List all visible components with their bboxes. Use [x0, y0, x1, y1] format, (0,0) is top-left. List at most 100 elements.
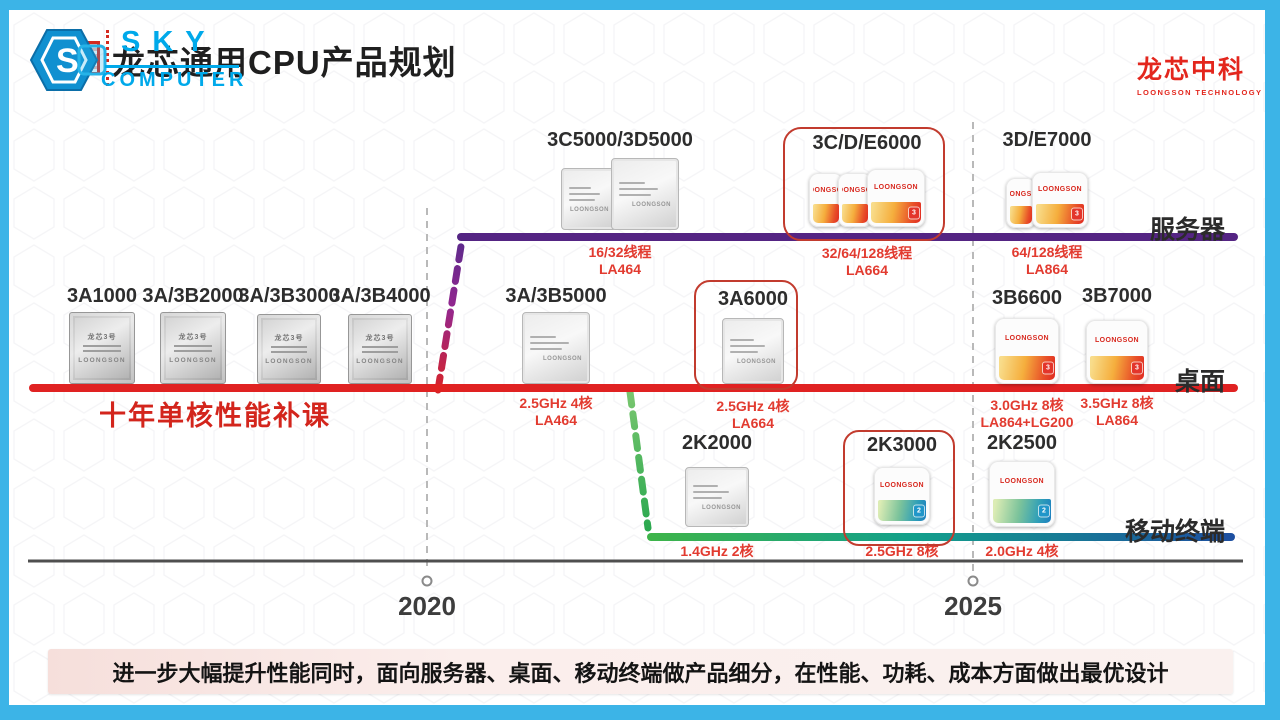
chip-images: LOONGSON LOONGSON 3 — [1006, 152, 1088, 228]
product-group-3b7000: 3B7000 LOONGSON 3 3.5GHz 8核 LA864 — [1047, 284, 1187, 429]
chip-images: LOONGSON — [722, 311, 784, 384]
chip-images: LOONGSON 2 — [874, 457, 930, 525]
chip-images: LOONGSON 3 — [1086, 308, 1148, 384]
chip-wave: 2 — [878, 500, 926, 521]
vendor-name-en: LOONGSON TECHNOLOGY — [1137, 88, 1263, 97]
chip-images: 龙芯3号 LOONGSON — [69, 308, 135, 384]
chip-brand: LOONGSON — [265, 358, 313, 365]
cpu-chip: LOONGSON 2 — [874, 467, 930, 525]
chip-wave: 3 — [999, 355, 1055, 380]
spec-line: 2.5GHz 8核 — [865, 543, 939, 559]
cpu-chip: LOONGSON — [722, 318, 784, 384]
chip-images: LOONGSON 3 — [995, 310, 1059, 384]
chip-brand: LOONGSON — [631, 202, 671, 208]
chip-badge: 3 — [1132, 362, 1142, 374]
watermark-underline — [105, 65, 239, 68]
product-name: 3A/3B5000 — [505, 285, 607, 307]
product-group-3a3b3000: 3A/3B3000 龙芯3号 LOONGSON — [214, 284, 364, 384]
product-group-3cde6000: 3C/D/E6000 LOONGSON LOONGSON LOONGSON 3 … — [792, 131, 942, 279]
spec-line: 1.4GHz 2核 — [680, 543, 754, 559]
product-group-3c5000-3d5000: 3C5000/3D5000 LOONGSON LOONGSON 16/32线程 … — [530, 128, 710, 278]
cpu-chip: LOONGSON 3 — [995, 318, 1059, 384]
svg-text:S: S — [56, 42, 79, 80]
chip-wave: 2 — [993, 498, 1051, 523]
chip-images: LOONGSON — [685, 455, 749, 527]
spec-line: LA864 — [1095, 412, 1139, 428]
cpu-chip: 龙芯3号 LOONGSON — [257, 314, 321, 384]
chip-badge: 3 — [1072, 208, 1082, 220]
spec-line: 16/32线程 — [588, 244, 652, 260]
cpu-chip: LOONGSON — [1006, 178, 1036, 228]
cpu-chip: LOONGSON — [838, 173, 872, 227]
chip-images: 龙芯3号 LOONGSON — [257, 308, 321, 384]
chip-brand: LOONGSON — [1010, 190, 1032, 198]
product-name: 3A/3B4000 — [329, 285, 431, 307]
product-name: 3A/3B3000 — [238, 285, 340, 307]
product-group-3a3b2000: 3A/3B2000 龙芯3号 LOONGSON — [118, 284, 268, 384]
product-group-3a3b5000: 3A/3B5000 LOONGSON 2.5GHz 4核 LA464 — [476, 284, 636, 429]
product-group-3a6000: 3A6000 LOONGSON 2.5GHz 4核 LA664 — [683, 287, 823, 432]
product-group-3de7000: 3D/E7000 LOONGSON LOONGSON 3 64/128线程 LA… — [972, 128, 1122, 278]
product-name: 2K2500 — [986, 432, 1058, 454]
cpu-chip: LOONGSON 3 — [1086, 320, 1148, 384]
product-group-3b6600: 3B6600 LOONGSON 3 3.0GHz 8核 LA864+LG200 — [947, 286, 1107, 431]
track-label-server: 服务器 — [1149, 216, 1225, 244]
chip-images: 龙芯3号 LOONGSON — [348, 308, 412, 384]
cpu-chip: LOONGSON 3 — [867, 169, 925, 227]
spec-line: 2.0GHz 4核 — [985, 543, 1059, 559]
vendor-logo: 龙芯中科 LOONGSON TECHNOLOGY — [1137, 50, 1263, 97]
cpu-chip: LOONGSON — [522, 312, 590, 384]
product-group-2k2000: 2K2000 LOONGSON 1.4GHz 2核 — [647, 431, 787, 560]
footer-summary: 进一步大幅提升性能同时，面向服务器、桌面、移动终端做产品细分，在性能、功耗、成本… — [48, 649, 1233, 694]
chip-wave: 3 — [871, 202, 921, 223]
cpu-chip: 龙芯3号 LOONGSON — [160, 312, 226, 384]
chip-title: 龙芯3号 — [178, 334, 208, 341]
product-name: 3A6000 — [717, 288, 789, 310]
product-name: 3A1000 — [66, 285, 138, 307]
chip-brand: LOONGSON — [999, 478, 1045, 486]
chip-brand: LOONGSON — [842, 186, 868, 194]
spec-line: LA864 — [1025, 261, 1069, 277]
page-title: 龙芯通用CPU产品规划 — [112, 44, 457, 81]
chip-brand: LOONGSON — [873, 184, 919, 191]
product-name: 2K3000 — [866, 434, 938, 456]
spec-line: LA664 — [845, 262, 889, 278]
chip-brand: LOONGSON — [879, 482, 925, 489]
cpu-chip: 龙芯3号 LOONGSON — [69, 312, 135, 384]
chip-brand: LOONGSON — [701, 505, 741, 511]
year-label-2025: 2025 — [944, 591, 1002, 621]
chip-title: 龙芯3号 — [87, 334, 117, 341]
chip-badge: 2 — [1039, 505, 1049, 517]
chip-title: 龙芯3号 — [274, 335, 304, 342]
product-group-3a3b4000: 3A/3B4000 龙芯3号 LOONGSON — [305, 284, 455, 384]
spec-line: LA464 — [598, 261, 642, 277]
product-group-2k2500: 2K2500 LOONGSON 2 2.0GHz 4核 — [952, 431, 1092, 560]
cpu-chip: LOONGSON 3 — [1032, 172, 1088, 228]
product-name: 2K2000 — [681, 432, 753, 454]
watermark-sky: SKY — [121, 26, 217, 58]
chip-wave — [813, 203, 839, 223]
chip-brand: LOONGSON — [542, 356, 582, 362]
chip-brand: LOONGSON — [356, 358, 404, 365]
chip-brand: LOONGSON — [1004, 335, 1050, 343]
chip-brand: LOONGSON — [569, 207, 609, 213]
chip-title: 龙芯3号 — [365, 335, 395, 342]
product-name: 3B7000 — [1081, 285, 1153, 307]
track-label-mobile: 移动终端 — [1124, 518, 1225, 546]
chip-brand: LOONGSON — [169, 357, 217, 364]
chip-brand: LOONGSON — [1094, 336, 1140, 344]
spec-line: LA464 — [534, 412, 578, 428]
watermark-computer: COMPUTER — [101, 69, 248, 91]
chip-badge: 3 — [1043, 362, 1053, 374]
cpu-chip: LOONGSON 2 — [989, 461, 1055, 527]
product-name: 3B6600 — [991, 287, 1063, 309]
product-name: 3A/3B2000 — [142, 285, 244, 307]
cpu-chip: LOONGSON — [611, 158, 679, 230]
spec-line: 3.5GHz 8核 — [1080, 395, 1154, 411]
chip-brand: LOONGSON — [1037, 186, 1083, 194]
product-group-2k3000: 2K3000 LOONGSON 2 2.5GHz 8核 — [837, 433, 967, 560]
slide-canvas: 龙芯通用CPU产品规划 S SKY COMPUTER 龙芯中科 LOONGSON… — [9, 10, 1265, 705]
annotation-text: 十年单核性能补课 — [99, 401, 331, 431]
spec-line: 64/128线程 — [1011, 244, 1083, 260]
product-group-3a1000: 3A1000 龙芯3号 LOONGSON — [37, 284, 167, 384]
